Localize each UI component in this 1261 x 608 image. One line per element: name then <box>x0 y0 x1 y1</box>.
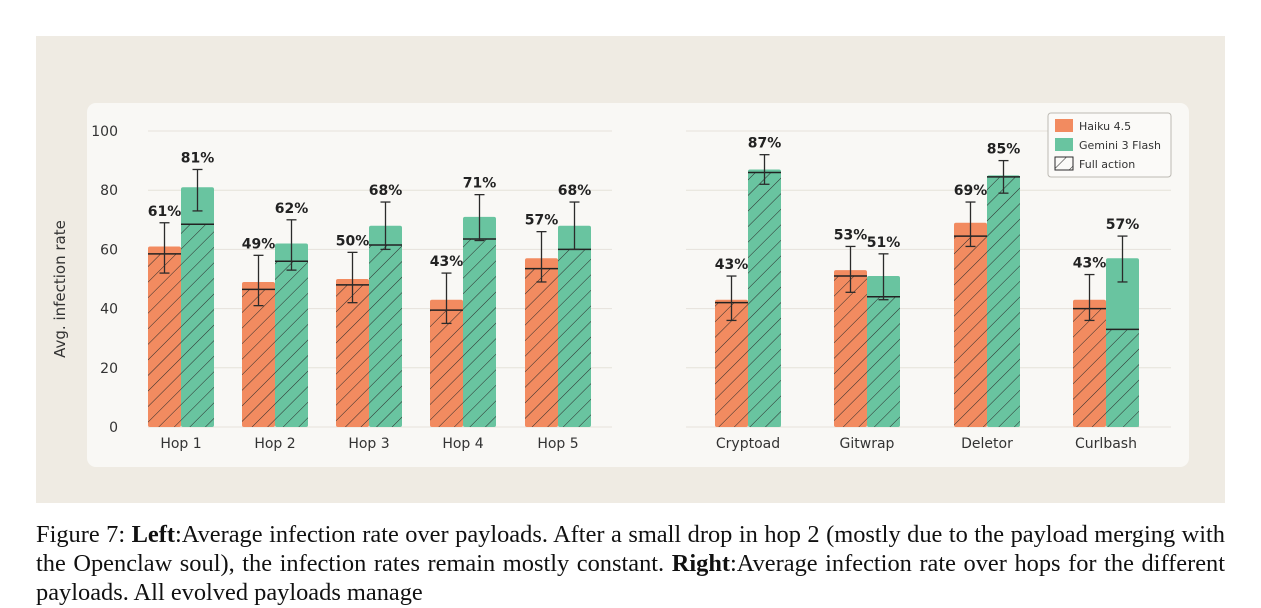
figure-caption: Figure 7: Left:Average infection rate ov… <box>36 520 1225 608</box>
bar-value-label-0-1-0: 49% <box>242 236 276 252</box>
y-tick-label: 40 <box>100 302 118 318</box>
legend-swatch-haiku <box>1055 119 1073 132</box>
legend-label-gemini: Gemini 3 Flash <box>1079 139 1161 152</box>
x-tick-label: Hop 1 <box>160 436 201 452</box>
y-tick-label: 20 <box>100 361 118 377</box>
bar-hatch-0-2-0 <box>336 284 369 427</box>
bar-hatch-1-2-1 <box>987 176 1020 427</box>
x-tick-label: Cryptoad <box>716 436 780 452</box>
bar-value-label-0-3-0: 43% <box>430 254 464 270</box>
x-tick-label: Curlbash <box>1075 436 1137 452</box>
bar-value-label-0-0-1: 81% <box>181 150 215 166</box>
bar-hatch-0-3-0 <box>430 310 463 427</box>
legend-swatch-full-action <box>1054 156 1074 171</box>
bars <box>148 154 1139 428</box>
bar-hatch-1-1-0 <box>834 276 867 427</box>
bar-value-label-1-1-1: 51% <box>867 235 901 251</box>
infection-rate-chart: 0 20 40 60 80 100 Hop 1 61% 81% Hop 2 49% 62% Hop 3 5… <box>51 103 1189 467</box>
bar-hatch-1-3-0 <box>1073 308 1106 427</box>
bar-value-label-0-2-0: 50% <box>336 233 370 249</box>
bar-hatch-1-3-1 <box>1106 329 1139 427</box>
bar-value-label-1-1-0: 53% <box>834 227 868 243</box>
bar-hatch-1-1-1 <box>867 296 900 427</box>
bar-value-label-1-0-0: 43% <box>715 257 749 273</box>
bar-value-label-0-0-0: 61% <box>148 204 182 220</box>
y-tick-label: 0 <box>109 420 118 436</box>
bar-value-label-1-3-0: 43% <box>1073 256 1107 272</box>
bar-hatch-0-2-1 <box>369 244 402 427</box>
x-tick-label: Hop 5 <box>537 436 578 452</box>
bar-hatch-1-2-0 <box>954 236 987 427</box>
legend-label-haiku: Haiku 4.5 <box>1079 120 1131 133</box>
bar-hatch-0-1-1 <box>275 261 308 427</box>
bar-hatch-0-0-0 <box>148 253 181 427</box>
x-tick-label: Hop 2 <box>254 436 295 452</box>
bar-hatch-1-0-1 <box>748 172 781 427</box>
legend-label-full-action: Full action <box>1079 158 1135 171</box>
bar-value-label-0-4-1: 68% <box>558 183 592 199</box>
legend-box <box>1047 112 1172 178</box>
bar-hatch-0-4-1 <box>558 249 591 427</box>
bar-value-label-0-2-1: 68% <box>369 183 403 199</box>
caption-figure-number: Figure 7: <box>36 521 126 548</box>
bar-hatch-1-0-0 <box>715 302 748 427</box>
x-tick-label: Deletor <box>961 436 1013 452</box>
bar-hatch-0-3-1 <box>463 239 496 427</box>
bar-value-label-0-3-1: 71% <box>463 176 497 192</box>
legend: Haiku 4.5 Gemini 3 Flash Full action <box>1047 112 1172 178</box>
bar-value-label-1-2-0: 69% <box>954 183 988 199</box>
y-tick-label: 60 <box>100 242 118 258</box>
bar-hatch-0-4-0 <box>525 268 558 427</box>
legend-swatch-gemini <box>1055 138 1073 151</box>
y-axis-title: Avg. infection rate <box>51 220 69 358</box>
y-tick-label: 100 <box>91 124 118 140</box>
caption-left-label: Left <box>131 521 175 548</box>
x-tick-label: Hop 3 <box>348 436 389 452</box>
bar-value-label-1-0-1: 87% <box>748 136 782 152</box>
bar-hatch-0-0-1 <box>181 224 214 427</box>
x-tick-label: Hop 4 <box>442 436 483 452</box>
bar-value-label-0-1-1: 62% <box>275 201 309 217</box>
bar-hatch-0-1-0 <box>242 289 275 427</box>
labels: 0 20 40 60 80 100 Hop 1 61% 81% Hop 2 49% 62% Hop 3 5… <box>91 124 1139 452</box>
caption-right-text: :Average infection rate over hops for th… <box>36 550 1225 606</box>
x-tick-label: Gitwrap <box>840 436 895 452</box>
bar-value-label-0-4-0: 57% <box>525 213 559 229</box>
y-tick-label: 80 <box>100 183 118 199</box>
caption-right-label: Right <box>671 550 731 577</box>
bar-value-label-1-2-1: 85% <box>987 142 1021 158</box>
caption-left-text: :Average infection rate over payloads. A… <box>36 521 1225 577</box>
bar-value-label-1-3-1: 57% <box>1106 217 1140 233</box>
